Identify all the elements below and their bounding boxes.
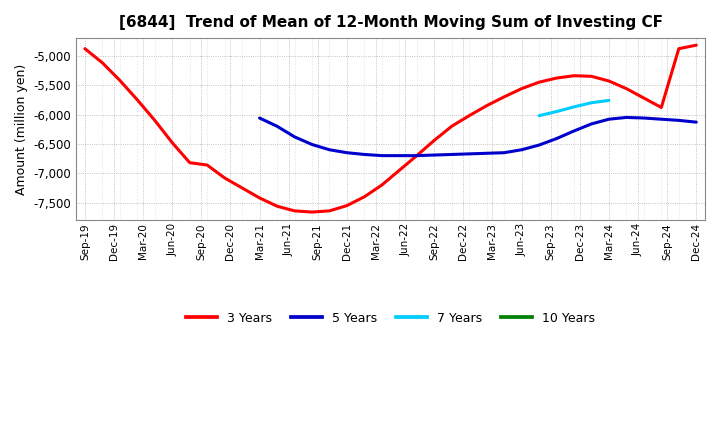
Y-axis label: Amount (million yen): Amount (million yen) <box>15 63 28 195</box>
Title: [6844]  Trend of Mean of 12-Month Moving Sum of Investing CF: [6844] Trend of Mean of 12-Month Moving … <box>119 15 662 30</box>
Legend: 3 Years, 5 Years, 7 Years, 10 Years: 3 Years, 5 Years, 7 Years, 10 Years <box>181 307 600 330</box>
